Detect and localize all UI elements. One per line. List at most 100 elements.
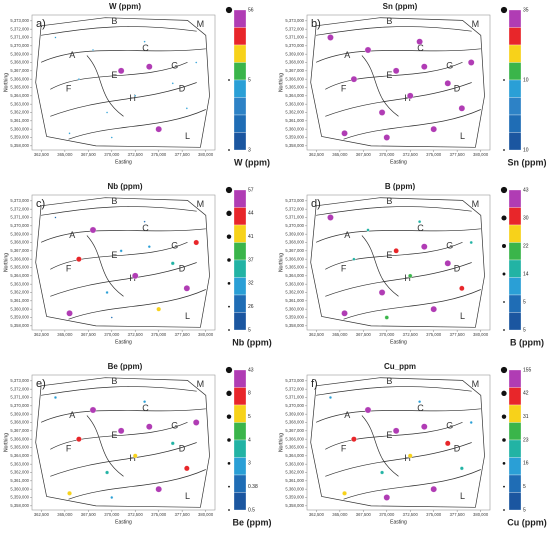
contact-line [325, 61, 463, 90]
sample-point [76, 436, 82, 442]
legend-swatch [508, 242, 522, 261]
contact-line [50, 82, 197, 117]
y-tick-label: 5,358,000 [10, 503, 29, 508]
legend-swatch [508, 189, 522, 208]
panel-title: Nb (ppm) [107, 182, 142, 191]
zone-label: M [197, 19, 205, 29]
y-tick-label: 5,365,000 [10, 265, 29, 270]
legend-size [503, 509, 505, 511]
legend-size [228, 485, 230, 488]
contact-line [50, 262, 197, 297]
sample-point [459, 285, 465, 292]
y-tick-label: 5,363,000 [285, 281, 304, 286]
y-tick-label: 5,366,000 [285, 256, 304, 261]
x-tick-label: 362,500 [34, 152, 50, 157]
sample-point [352, 257, 356, 261]
y-tick-label: 5,368,000 [285, 420, 304, 425]
legend-size [503, 485, 505, 488]
legend-size [503, 301, 505, 303]
legend-label: 5 [248, 77, 251, 83]
legend-swatch [508, 9, 522, 28]
contact-line [361, 415, 399, 477]
zone-label: C [417, 223, 424, 233]
y-tick-label: 5,370,000 [10, 223, 29, 228]
legend-size [500, 186, 508, 194]
legend-size [226, 414, 232, 419]
sample-point [77, 78, 80, 81]
legend-swatch [233, 242, 247, 261]
sample-point [407, 453, 413, 459]
sample-point [380, 470, 385, 475]
x-tick-label: 380,000 [198, 512, 214, 517]
x-tick-label: 372,500 [128, 152, 144, 157]
sample-point [421, 243, 428, 250]
zone-label: M [472, 379, 480, 389]
panel: Sn (ppm) 362,500 365,000 367,500 370,000 372,… [278, 2, 546, 167]
contact-line [361, 55, 399, 117]
sample-point [155, 485, 162, 493]
zone-label: F [66, 84, 72, 94]
x-axis-label: Easting [390, 159, 407, 165]
legend-swatch [233, 492, 247, 511]
x-tick-label: 365,000 [332, 332, 348, 337]
sample-point [392, 67, 400, 75]
y-tick-label: 5,358,000 [285, 143, 304, 148]
sample-point [327, 214, 334, 221]
sample-point [469, 421, 473, 424]
legend-label: 42 [523, 391, 529, 397]
sample-point [444, 260, 452, 267]
legend-size [226, 234, 232, 239]
contact-line [41, 206, 197, 216]
legend-swatch [233, 369, 247, 388]
y-tick-label: 5,364,000 [285, 93, 304, 98]
legend-label: 0.5 [248, 507, 255, 513]
panel: W (ppm) 362,500 365,000 367,500 370,000 372,5… [3, 2, 270, 167]
legend-label: 3 [248, 147, 251, 153]
legend-label: 14 [523, 271, 529, 277]
x-tick-label: 377,500 [450, 332, 466, 337]
legend-label: 3 [248, 461, 251, 467]
legend-size [503, 79, 505, 81]
legend-swatch [233, 439, 247, 458]
x-axis-label: Easting [115, 519, 132, 525]
x-tick-label: 380,000 [473, 152, 489, 157]
legend-swatch [508, 259, 522, 278]
y-tick-label: 5,366,000 [285, 76, 304, 81]
legend-label: 44 [248, 211, 254, 217]
y-tick-label: 5,373,000 [285, 18, 304, 23]
sample-point [383, 494, 391, 501]
zone-label: B [111, 196, 117, 206]
map-frame [306, 194, 491, 331]
legend-swatch [508, 114, 522, 133]
sample-point [416, 38, 423, 45]
zone-label: G [446, 421, 453, 431]
zone-label: E [111, 250, 117, 260]
zone-label: M [197, 379, 205, 389]
sample-point [146, 423, 153, 430]
zone-label: H [404, 453, 411, 463]
contact-line [50, 421, 188, 450]
x-axis-label: Easting [115, 339, 132, 345]
x-tick-label: 375,000 [426, 152, 442, 157]
y-tick-label: 5,369,000 [285, 51, 304, 56]
y-tick-label: 5,365,000 [285, 85, 304, 90]
contact-line [68, 469, 206, 500]
y-tick-label: 5,371,000 [10, 395, 29, 400]
legend-swatch [508, 422, 522, 441]
sample-point [156, 306, 162, 312]
legend-size [227, 258, 231, 262]
zone-label: A [344, 230, 350, 240]
panel-title: B (ppm) [385, 182, 416, 191]
x-tick-label: 370,000 [104, 152, 120, 157]
y-tick-label: 5,359,000 [285, 315, 304, 320]
contact-line [86, 235, 124, 297]
contact-line [325, 442, 472, 477]
y-tick-label: 5,362,000 [10, 470, 29, 475]
y-tick-label: 5,369,000 [10, 231, 29, 236]
y-tick-label: 5,372,000 [10, 26, 29, 31]
contact-line [86, 415, 124, 477]
legend-swatch [233, 312, 247, 331]
y-axis-label: Northing [278, 73, 284, 92]
y-tick-label: 5,371,000 [10, 35, 29, 40]
y-tick-label: 5,362,000 [285, 470, 304, 475]
